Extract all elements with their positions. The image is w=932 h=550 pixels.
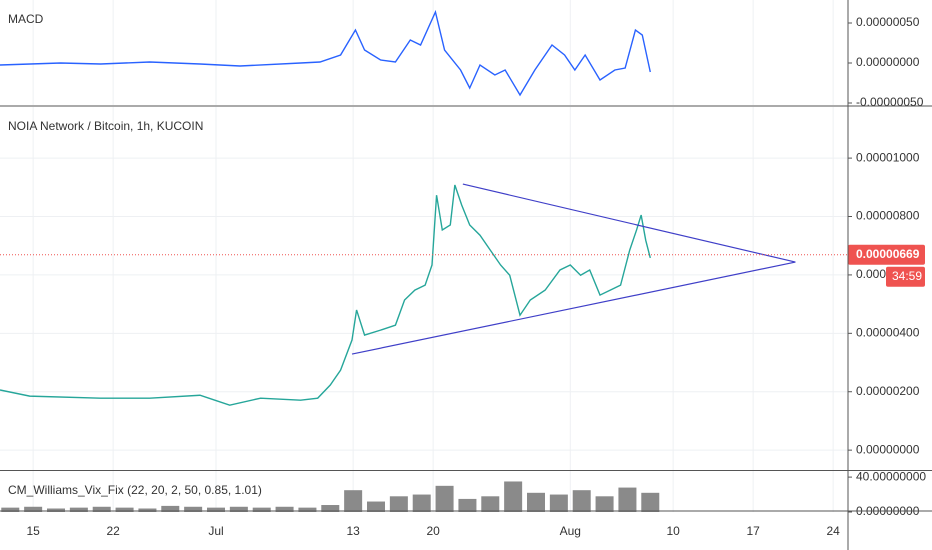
panel-title: CM_Williams_Vix_Fix (22, 20, 2, 50, 0.85… [8,483,262,497]
x-tick-label: Aug [560,524,581,538]
bar [207,507,225,512]
y-tick-label: 0.00000050 [856,15,920,29]
bar [549,494,568,512]
x-tick-label: 22 [106,524,120,538]
y-tick-label: 0.00000000 [856,55,920,69]
bar [481,496,500,512]
bar [229,506,248,512]
y-tick-label: 0.00000400 [856,325,920,339]
x-tick-label: 17 [746,524,760,538]
bar [115,507,134,512]
bar [24,506,43,512]
bar [184,506,203,512]
bar [298,507,317,512]
trend-line [462,183,796,263]
bar [138,508,157,512]
bar [69,507,88,512]
y-tick-label: 0.00000200 [856,384,920,398]
y-tick-label: -0.00000050 [856,95,924,109]
y-tick-label: 0.00001000 [856,150,920,164]
countdown: 34:59 [892,269,922,283]
bar [504,481,523,512]
bar [527,492,545,512]
bar [595,496,614,512]
countdown-box [886,266,925,287]
panel-title: NOIA Network / Bitcoin, 1h, KUCOIN [8,119,203,133]
y-tick-label: 0.00000800 [856,209,920,223]
x-tick-label: 24 [826,524,840,538]
bar [458,498,477,512]
bar [1,507,20,512]
last-price-label: 0.00000669 [856,247,920,261]
bar [572,490,591,512]
bar [321,505,340,512]
x-tick-label: Jul [208,524,223,538]
last-price-box [848,244,925,265]
bar [435,485,454,512]
trend-line [351,261,796,355]
x-tick-label: 10 [666,524,680,538]
x-tick-label: 15 [26,524,40,538]
price-line [0,9,651,97]
y-tick-label: 0.00000000 [856,442,920,456]
bar [92,506,111,512]
panel-title: MACD [8,12,44,26]
bar [161,505,180,512]
bar [275,506,294,512]
y-tick-label: 40.00000000 [856,469,926,483]
x-tick-label: 20 [426,524,440,538]
bar [389,496,408,512]
bar [344,490,363,512]
bar [618,487,637,512]
bar [252,507,271,512]
bar [641,492,660,512]
bar [47,508,65,512]
price-line [0,184,651,406]
bar [367,501,385,512]
x-tick-label: 13 [346,524,360,538]
bar [412,494,431,512]
